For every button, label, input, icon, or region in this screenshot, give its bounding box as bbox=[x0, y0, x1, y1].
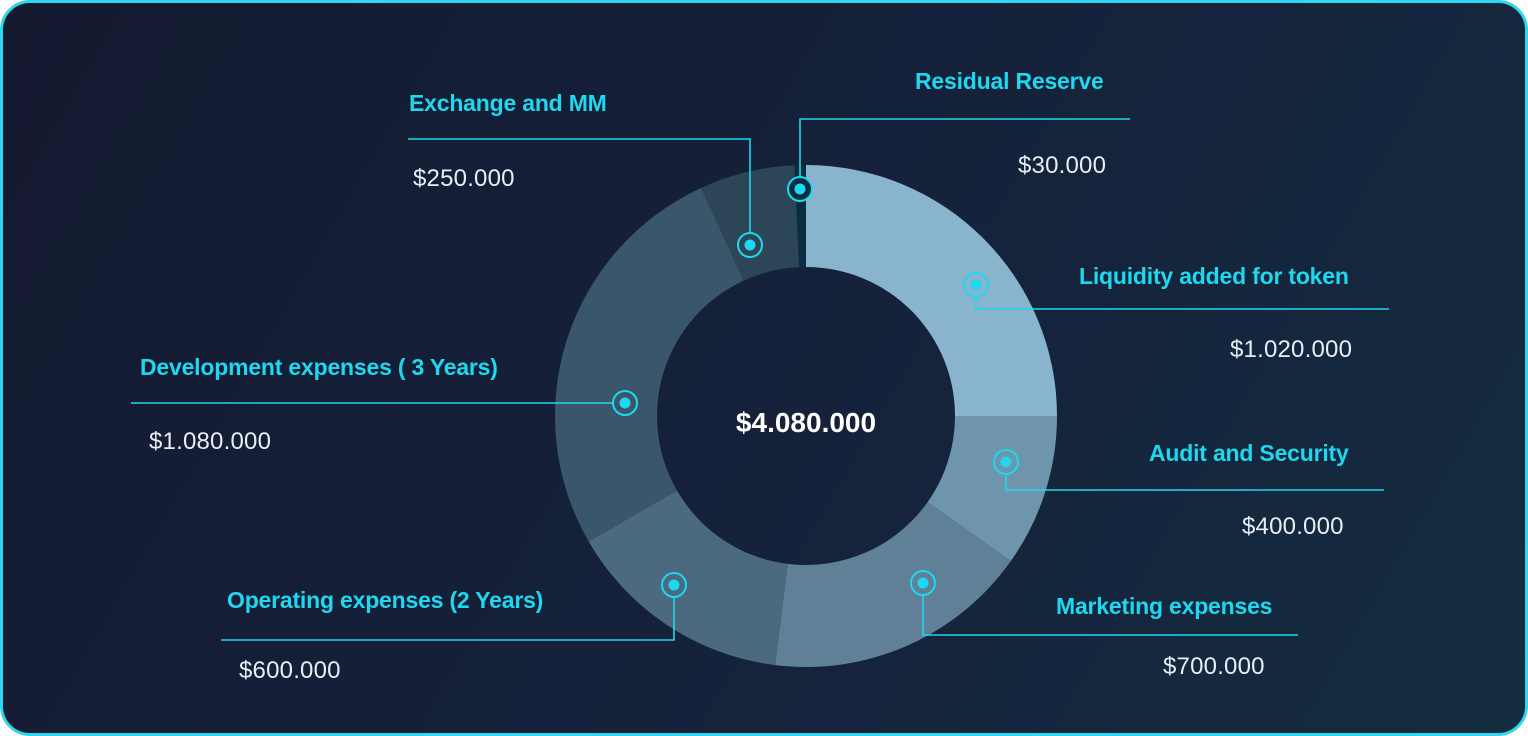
marker-dot-operating-expenses-2-years bbox=[668, 579, 680, 591]
marker-dot-audit-and-security bbox=[1000, 456, 1012, 468]
slice-label-audit: Audit and Security bbox=[1149, 440, 1349, 466]
marker-dot-residual-reserve bbox=[794, 183, 806, 195]
slice-label-residual: Residual Reserve bbox=[915, 68, 1104, 94]
slice-value-operating: $600.000 bbox=[239, 657, 341, 684]
slice-value-development: $1.080.000 bbox=[149, 428, 272, 455]
slice-value-liquidity: $1.020.000 bbox=[1230, 336, 1353, 363]
donut-slice-audit-and-security bbox=[927, 416, 1057, 562]
donut-slices bbox=[555, 165, 1057, 667]
slice-value-marketing: $700.000 bbox=[1163, 653, 1265, 680]
marker-dot-development-expenses-3-years bbox=[619, 397, 631, 409]
donut-slice-operating-expenses-2-years bbox=[588, 490, 788, 666]
center-total-label: $4.080.000 bbox=[735, 407, 877, 438]
marker-dot-marketing-expenses bbox=[917, 577, 929, 589]
leader-line-residual-reserve bbox=[799, 118, 1130, 189]
leader-line-exchange-and-mm bbox=[408, 138, 751, 245]
marker-dot-liquidity-added-for-token bbox=[970, 279, 982, 291]
slice-label-exchange: Exchange and MM bbox=[409, 90, 607, 116]
slice-value-audit: $400.000 bbox=[1242, 513, 1344, 540]
donut-slice-development-expenses-3-years bbox=[555, 187, 744, 542]
slice-value-residual: $30.000 bbox=[1018, 152, 1107, 179]
marker-dot-exchange-and-mm bbox=[744, 239, 756, 251]
donut-chart bbox=[131, 118, 1389, 667]
slice-label-development: Development expenses ( 3 Years) bbox=[140, 354, 498, 380]
slice-label-marketing: Marketing expenses bbox=[1056, 593, 1273, 619]
slice-label-liquidity: Liquidity added for token bbox=[1079, 263, 1349, 289]
slice-label-operating: Operating expenses (2 Years) bbox=[227, 587, 544, 613]
donut-slice-marketing-expenses bbox=[775, 502, 1011, 667]
donut-slice-liquidity-added-for-token bbox=[806, 165, 1057, 416]
leader-lines bbox=[131, 118, 1389, 641]
leader-line-marketing-expenses bbox=[922, 583, 1298, 636]
leader-line-operating-expenses-2-years bbox=[221, 585, 675, 641]
slice-value-exchange: $250.000 bbox=[413, 165, 515, 192]
